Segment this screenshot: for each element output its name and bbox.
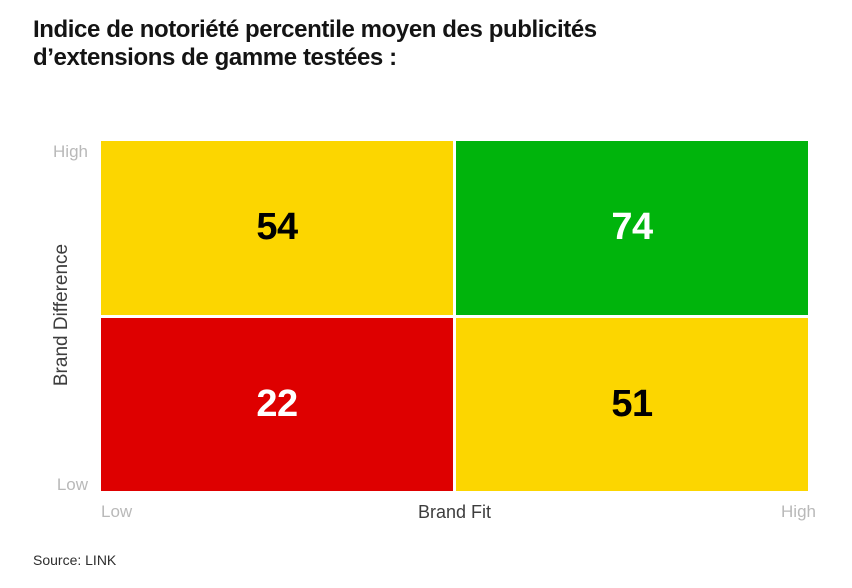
x-axis-tick-high: High [781, 502, 816, 521]
quadrant-matrix: 54 74 22 51 [101, 141, 808, 491]
x-axis: Low Brand Fit High [101, 502, 816, 523]
y-axis-tick-low: Low [56, 475, 88, 494]
quadrant-top-right: 74 [456, 141, 808, 315]
page-title-line2: d’extensions de gamme testées : [33, 44, 397, 71]
quadrant-bottom-left-value: 22 [256, 382, 298, 425]
page-title-line1: Indice de notoriété percentile moyen des… [33, 16, 597, 43]
source-note: Source: LINK [33, 552, 117, 568]
quadrant-top-left-value: 54 [256, 206, 298, 249]
quadrant-bottom-left: 22 [101, 317, 453, 491]
quadrant-top-left: 54 [101, 141, 453, 315]
quadrant-bottom-right-value: 51 [611, 382, 653, 425]
x-axis-tick-low: Low [101, 502, 133, 521]
x-axis-title: Brand Fit [417, 502, 492, 522]
page-title: Indice de notoriété percentile moyen des… [33, 16, 793, 72]
quadrant-bottom-right: 51 [456, 317, 808, 491]
y-axis-title: Brand Difference [51, 243, 72, 387]
y-axis-tick-high: High [53, 142, 88, 161]
quadrant-top-right-value: 74 [611, 206, 653, 249]
